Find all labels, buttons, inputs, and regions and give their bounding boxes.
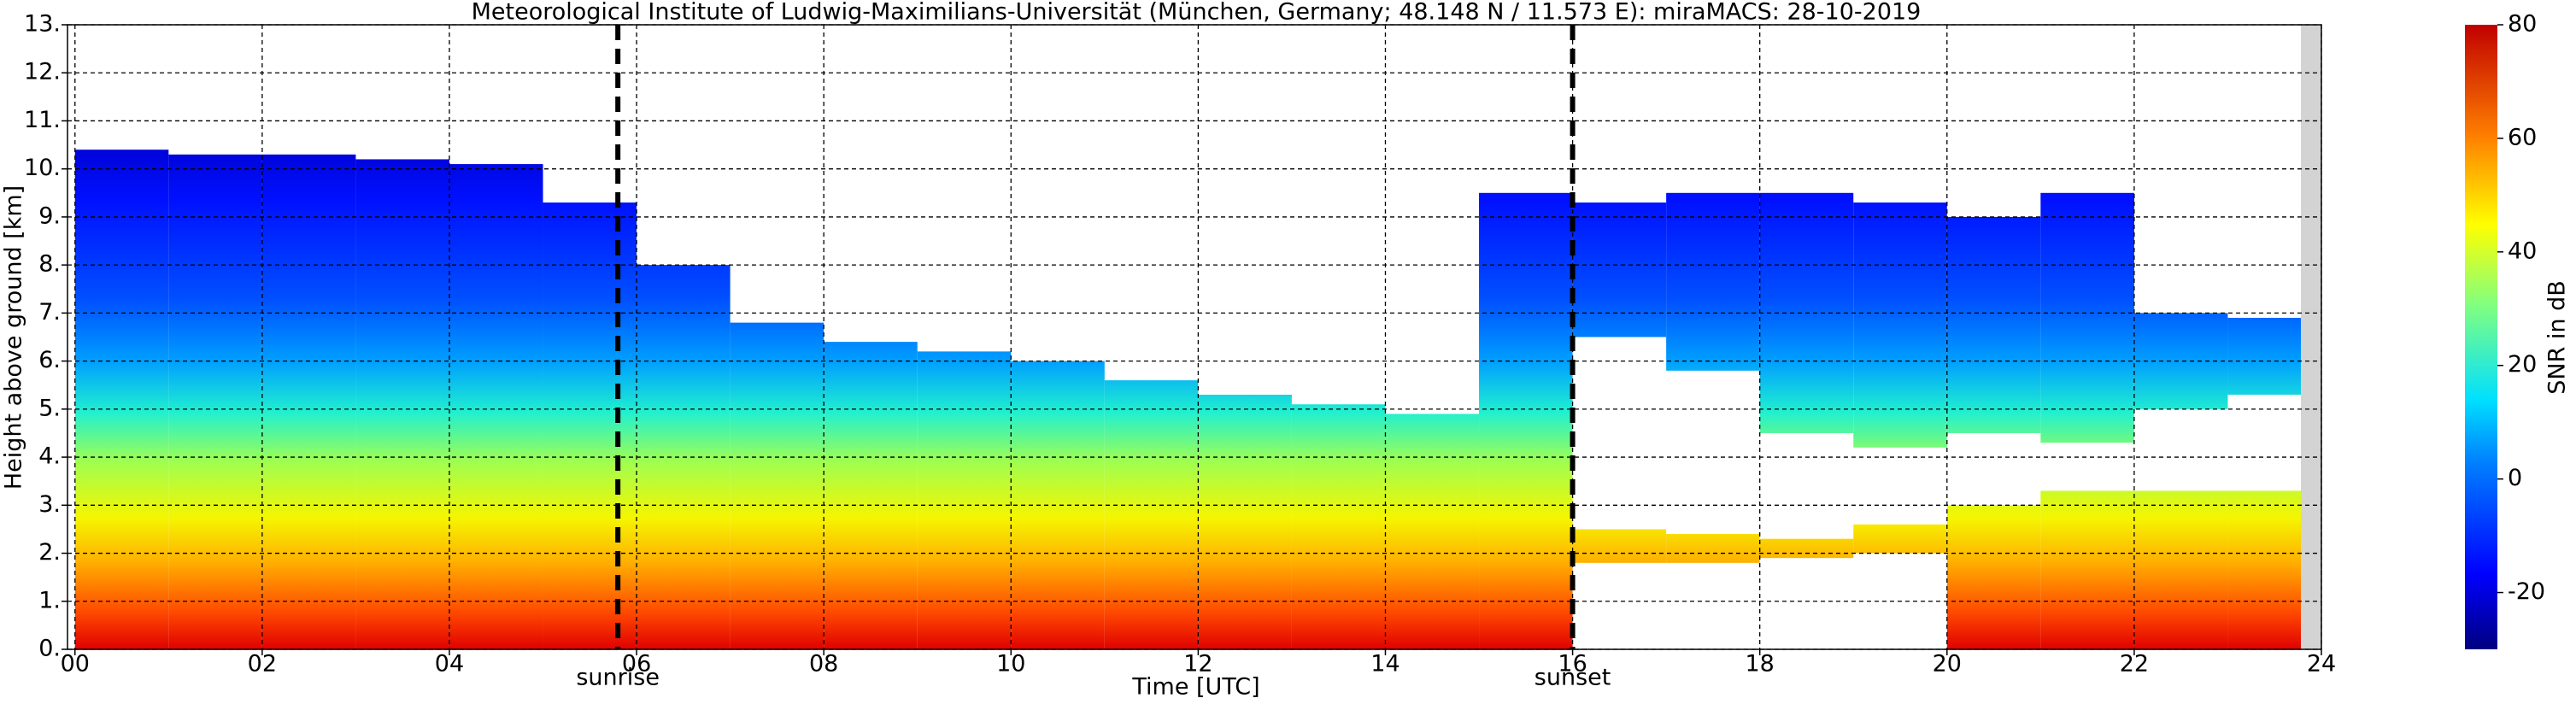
x-tick-label: 14: [1370, 651, 1399, 678]
y-axis-label: Height above ground [km]: [1, 185, 27, 490]
colorbar-tick-label: 60: [2508, 124, 2537, 150]
chart-title: Meteorological Institute of Ludwig-Maxim…: [472, 0, 1922, 26]
echo-column: [2133, 313, 2228, 409]
x-tick-label: 12: [1183, 651, 1212, 678]
echo-column: [2133, 490, 2228, 649]
echo-column: [1572, 529, 1667, 563]
colorbar-tick-label: 0: [2508, 465, 2522, 491]
echo-column: [2040, 490, 2134, 649]
y-tick-label: 10.: [24, 155, 61, 181]
x-tick-label: 16: [1558, 651, 1587, 678]
no-data-region: [2301, 25, 2321, 649]
echo-column: [1946, 216, 2041, 433]
x-tick-label: 06: [622, 651, 651, 678]
echo-column: [1853, 202, 1947, 448]
echo-column: [1385, 414, 1480, 649]
echo-column: [261, 154, 356, 650]
x-axis-label: Time [UTC]: [1131, 674, 1259, 701]
x-tick-label: 18: [1746, 651, 1775, 678]
echo-column: [1666, 534, 1760, 563]
y-tick-label: 12.: [24, 59, 61, 85]
echo-column: [1666, 192, 1760, 371]
y-tick-label: 5.: [38, 395, 61, 421]
plot-area: [74, 150, 2321, 650]
echo-column: [74, 150, 169, 649]
echo-column: [1759, 538, 1854, 559]
colorbar-tick-label: 80: [2508, 11, 2537, 38]
x-tick-label: 24: [2307, 651, 2336, 678]
x-tick-label: 08: [809, 651, 838, 678]
y-tick-label: 13.: [24, 11, 61, 38]
x-tick-label: 00: [61, 651, 90, 678]
marker-label: sunset: [1534, 665, 1611, 691]
y-tick-label: 11.: [24, 107, 61, 133]
echo-column: [730, 322, 824, 649]
echo-column: [449, 164, 543, 650]
echo-column: [1479, 192, 1573, 448]
echo-column: [1572, 202, 1667, 337]
echo-column: [543, 202, 637, 650]
y-tick-label: 9.: [38, 202, 61, 229]
echo-column: [917, 351, 1012, 649]
y-tick-label: 8.: [38, 251, 61, 278]
echo-column: [824, 342, 918, 649]
echo-column: [1853, 524, 1947, 554]
echo-column: [1291, 404, 1386, 649]
colorbar-tick-label: -20: [2508, 578, 2545, 605]
echo-column: [1011, 361, 1105, 649]
y-tick-label: 0.: [38, 636, 61, 662]
marker-label: sunrise: [576, 665, 660, 691]
x-tick-label: 10: [996, 651, 1025, 678]
colorbar-tick-label: 20: [2508, 351, 2537, 378]
colorbar: [2465, 25, 2497, 649]
y-tick-label: 3.: [38, 491, 61, 518]
colorbar-label: SNR in dB: [2544, 280, 2571, 395]
y-tick-label: 1.: [38, 587, 61, 613]
x-tick-label: 22: [2120, 651, 2149, 678]
x-tick-label: 02: [248, 651, 277, 678]
y-tick-label: 4.: [38, 443, 61, 470]
echo-column: [1104, 380, 1199, 649]
echo-column: [1198, 394, 1292, 649]
echo-column: [1479, 432, 1573, 649]
x-tick-label: 20: [1933, 651, 1962, 678]
echo-column: [168, 154, 262, 650]
echo-column: [355, 159, 449, 649]
y-tick-label: 6.: [38, 347, 61, 373]
colorbar-tick-label: 40: [2508, 238, 2537, 264]
echo-column: [2040, 192, 2134, 443]
y-tick-label: 2.: [38, 539, 61, 566]
echo-column: [1946, 505, 2041, 649]
y-tick-label: 7.: [38, 299, 61, 326]
x-tick-label: 04: [435, 651, 464, 678]
